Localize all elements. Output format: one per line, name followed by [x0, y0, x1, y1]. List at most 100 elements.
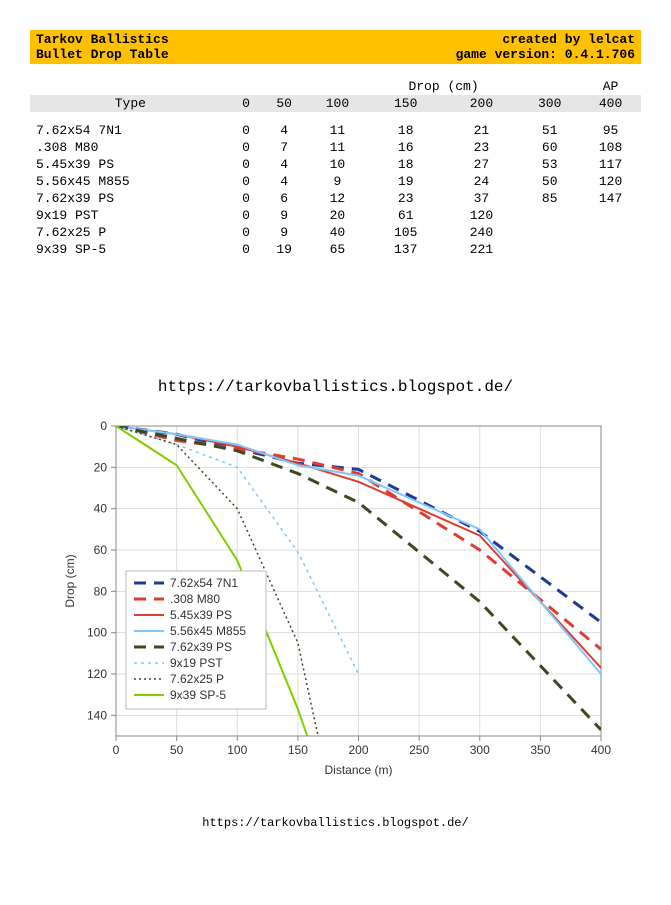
cell-value: 0 [231, 139, 262, 156]
cell-value: 0 [231, 122, 262, 139]
svg-text:250: 250 [409, 743, 429, 757]
header-title-right: created by lelcat [502, 32, 635, 47]
svg-text:100: 100 [86, 626, 106, 640]
table-row: 7.62x54 7N1041118215195 [30, 122, 641, 139]
cell-value: 16 [368, 139, 444, 156]
table-row: 9x39 SP-501965137221 [30, 241, 641, 258]
cell-value: 95 [580, 122, 641, 139]
svg-text:.308 M80: .308 M80 [170, 592, 220, 606]
cell-type: 7.62x39 PS [30, 190, 231, 207]
cell-value: 40 [307, 224, 368, 241]
svg-text:400: 400 [590, 743, 610, 757]
cell-value: 9 [307, 173, 368, 190]
svg-text:200: 200 [348, 743, 368, 757]
svg-text:40: 40 [93, 502, 107, 516]
cell-value: 60 [519, 139, 580, 156]
table-group-header: Drop (cm) [368, 78, 519, 95]
cell-value: 23 [444, 139, 520, 156]
header-sub-right: game version: 0.4.1.706 [456, 47, 635, 62]
cell-type: .308 M80 [30, 139, 231, 156]
table-body: 7.62x54 7N1041118215195.308 M80071116236… [30, 112, 641, 258]
svg-text:120: 120 [86, 667, 106, 681]
cell-value: 65 [307, 241, 368, 258]
svg-text:50: 50 [169, 743, 183, 757]
cell-value: 240 [444, 224, 520, 241]
col-dist: 100 [307, 95, 368, 112]
cell-value: 120 [444, 207, 520, 224]
cell-value: 85 [519, 190, 580, 207]
cell-value [519, 224, 580, 241]
svg-text:20: 20 [93, 460, 107, 474]
cell-value: 0 [231, 224, 262, 241]
svg-text:Distance (m): Distance (m) [324, 763, 392, 777]
cell-value: 0 [231, 241, 262, 258]
cell-value: 0 [231, 207, 262, 224]
cell-value [519, 241, 580, 258]
cell-value [580, 224, 641, 241]
svg-text:0: 0 [112, 743, 119, 757]
svg-text:140: 140 [86, 708, 106, 722]
cell-value: 105 [368, 224, 444, 241]
cell-value: 51 [519, 122, 580, 139]
cell-value: 23 [368, 190, 444, 207]
cell-value: 19 [368, 173, 444, 190]
svg-text:60: 60 [93, 543, 107, 557]
col-dist: 150 [368, 95, 444, 112]
cell-value: 37 [444, 190, 520, 207]
table-row: 5.56x45 M855049192450120 [30, 173, 641, 190]
svg-text:7.62x54 7N1: 7.62x54 7N1 [170, 576, 238, 590]
cell-type: 7.62x54 7N1 [30, 122, 231, 139]
cell-value: 7 [261, 139, 307, 156]
cell-value: 221 [444, 241, 520, 258]
cell-value: 11 [307, 122, 368, 139]
cell-value: 27 [444, 156, 520, 173]
cell-value: 24 [444, 173, 520, 190]
col-dist: 200 [444, 95, 520, 112]
cell-value: 4 [261, 156, 307, 173]
cell-value: 4 [261, 122, 307, 139]
cell-value: 0 [231, 190, 262, 207]
header-title-left: Tarkov Ballistics [36, 32, 169, 47]
cell-value: 9 [261, 224, 307, 241]
svg-text:7.62x25 P: 7.62x25 P [170, 672, 224, 686]
header-banner: Tarkov Ballistics created by lelcat Bull… [30, 30, 641, 64]
cell-value: 20 [307, 207, 368, 224]
cell-value: 19 [261, 241, 307, 258]
cell-value: 18 [368, 122, 444, 139]
cell-value: 147 [580, 190, 641, 207]
main-url: https://tarkovballistics.blogspot.de/ [30, 378, 641, 396]
cell-type: 5.56x45 M855 [30, 173, 231, 190]
col-type: Type [30, 95, 231, 112]
table-row: 9x19 PST092061120 [30, 207, 641, 224]
drop-chart: 0501001502002503003504000204060801001201… [56, 416, 616, 786]
cell-value: 21 [444, 122, 520, 139]
cell-value: 53 [519, 156, 580, 173]
table-row: 5.45x39 PS0410182753117 [30, 156, 641, 173]
cell-value: 108 [580, 139, 641, 156]
cell-value: 6 [261, 190, 307, 207]
cell-type: 9x39 SP-5 [30, 241, 231, 258]
svg-text:350: 350 [530, 743, 550, 757]
svg-text:150: 150 [287, 743, 307, 757]
svg-text:100: 100 [227, 743, 247, 757]
cell-value [580, 241, 641, 258]
table-ap-header: AP [580, 78, 641, 95]
cell-value: 50 [519, 173, 580, 190]
col-dist: 300 [519, 95, 580, 112]
svg-text:5.56x45 M855: 5.56x45 M855 [170, 624, 246, 638]
cell-value: 18 [368, 156, 444, 173]
cell-value: 0 [231, 173, 262, 190]
table-column-headers: Type 050100150200300400 [30, 95, 641, 112]
cell-value [580, 207, 641, 224]
cell-value: 137 [368, 241, 444, 258]
svg-text:Drop (cm): Drop (cm) [63, 554, 77, 607]
cell-value: 0 [231, 156, 262, 173]
cell-value: 10 [307, 156, 368, 173]
cell-type: 7.62x25 P [30, 224, 231, 241]
cell-value: 11 [307, 139, 368, 156]
header-sub-left: Bullet Drop Table [36, 47, 169, 62]
col-dist: 400 [580, 95, 641, 112]
cell-value: 4 [261, 173, 307, 190]
svg-text:9x19 PST: 9x19 PST [170, 656, 223, 670]
svg-text:0: 0 [100, 419, 107, 433]
